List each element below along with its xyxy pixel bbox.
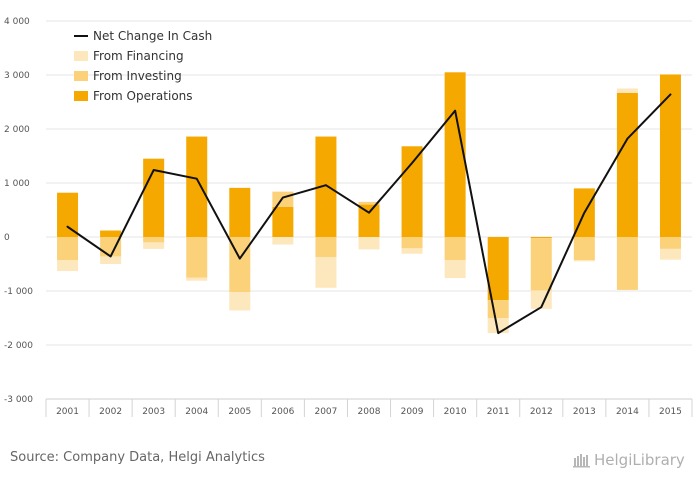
bar-from-investing-2003: [143, 237, 165, 243]
x-axis-tick-label: 2015: [659, 407, 682, 417]
bar-from-financing-2002: [100, 256, 122, 264]
y-axis-tick-label: -3 000: [4, 395, 33, 405]
legend-label-net-change-in-cash: Net Change In Cash: [93, 29, 212, 43]
bar-from-financing-2007: [315, 256, 337, 288]
bar-from-investing-2001: [57, 237, 79, 261]
x-axis-tick-label: 2004: [185, 407, 208, 417]
library-icon: [573, 452, 591, 468]
bar-from-investing-2004: [186, 237, 208, 278]
bar-from-financing-2006: [272, 237, 294, 245]
y-axis-tick-label: 1 000: [4, 179, 30, 189]
bar-from-financing-2015: [659, 248, 681, 260]
x-axis-tick-label: 2001: [56, 407, 79, 417]
x-axis-tick-label: 2007: [314, 407, 337, 417]
bar-from-investing-2014: [616, 237, 638, 290]
x-axis-tick-label: 2014: [616, 407, 639, 417]
bar-from-operations-2003: [143, 158, 165, 237]
legend-label-from-financing: From Financing: [93, 49, 184, 63]
x-axis-tick-label: 2008: [358, 407, 381, 417]
bar-from-operations-2010: [444, 72, 466, 237]
bar-from-investing-2015: [659, 237, 681, 249]
x-axis-tick-label: 2003: [142, 407, 165, 417]
legend-marker-from-investing: [74, 71, 88, 81]
legend-label-from-investing: From Investing: [93, 69, 182, 83]
bar-from-operations-2015: [659, 74, 681, 238]
bar-from-operations-2009: [401, 146, 423, 237]
bar-from-operations-2005: [229, 187, 251, 237]
bar-from-financing-2004: [186, 277, 208, 281]
bar-from-investing-2009: [401, 237, 423, 249]
bar-from-operations-2004: [186, 136, 208, 237]
bar-from-financing-2014: [616, 88, 638, 93]
x-axis-tick-label: 2012: [530, 407, 553, 417]
bar-from-operations-2002: [100, 230, 122, 237]
x-axis-tick-label: 2002: [99, 407, 122, 417]
y-axis-tick-label: 0: [4, 233, 10, 243]
bar-from-investing-2002: [100, 237, 122, 257]
y-axis-tick-label: -2 000: [4, 341, 33, 351]
source-note: Source: Company Data, Helgi Analytics: [10, 450, 265, 465]
y-axis-tick-label: 4 000: [4, 17, 30, 27]
bar-from-operations-2011: [487, 237, 509, 301]
legend-marker-from-operations: [74, 91, 88, 101]
bar-from-investing-2010: [444, 237, 466, 261]
bar-from-operations-2006: [272, 206, 294, 237]
legend-label-from-operations: From Operations: [93, 89, 193, 103]
x-axis-tick-label: 2013: [573, 407, 596, 417]
x-axis-tick-label: 2005: [228, 407, 251, 417]
x-axis-tick-label: 2009: [401, 407, 424, 417]
legend-marker-from-financing: [74, 51, 88, 61]
bar-from-operations-2012: [530, 237, 552, 239]
bar-from-financing-2003: [143, 242, 165, 249]
bar-from-operations-2014: [616, 92, 638, 237]
bar-from-operations-2008: [358, 204, 380, 237]
bar-from-investing-2011: [487, 300, 509, 318]
bar-from-financing-2001: [57, 260, 79, 272]
y-axis-tick-label: -1 000: [4, 287, 33, 297]
bar-from-investing-2008: [358, 201, 380, 205]
bar-from-operations-2007: [315, 136, 337, 237]
bar-from-investing-2012: [530, 238, 552, 291]
brand-logo: HelgiLibrary: [573, 451, 685, 469]
bar-from-financing-2013: [573, 260, 595, 262]
bar-from-financing-2009: [401, 248, 423, 254]
bar-from-financing-2005: [229, 292, 251, 311]
bar-from-financing-2008: [358, 237, 380, 250]
line-net-change-in-cash: [66, 93, 672, 335]
bar-from-investing-2007: [315, 237, 337, 257]
x-axis-tick-label: 2006: [271, 407, 294, 417]
x-axis-tick-label: 2011: [487, 407, 510, 417]
x-axis-tick-label: 2010: [444, 407, 467, 417]
bar-from-operations-2001: [57, 192, 79, 237]
y-axis-tick-label: 3 000: [4, 71, 30, 81]
brand-name: HelgiLibrary: [594, 451, 685, 469]
y-axis-tick-label: 2 000: [4, 125, 30, 135]
bar-from-financing-2010: [444, 260, 466, 279]
bar-from-investing-2013: [573, 237, 595, 261]
